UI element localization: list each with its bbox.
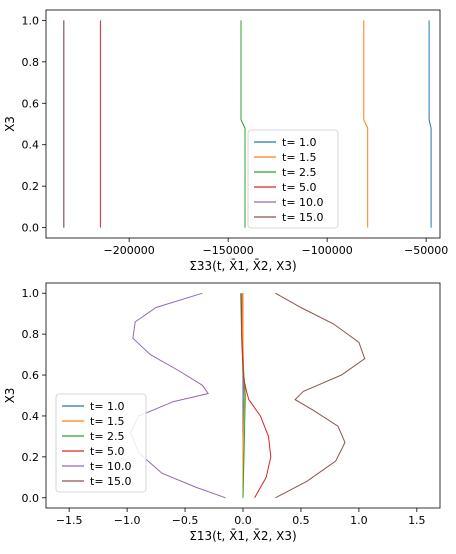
y-tick-label: 0.0 <box>22 492 40 505</box>
x-tick-label: −50000 <box>404 244 448 257</box>
x-tick-label: −0.5 <box>172 514 199 527</box>
x-tick-label: 0.0 <box>234 514 252 527</box>
legend-label: t= 5.0 <box>282 181 317 194</box>
x-tick-label: 1.5 <box>408 514 426 527</box>
x-tick-label: −1.0 <box>114 514 141 527</box>
series-line-4 <box>241 293 272 499</box>
legend-label: t= 2.5 <box>90 430 125 443</box>
legend-label: t= 15.0 <box>282 211 324 224</box>
legend-label: t= 2.5 <box>282 166 317 179</box>
series-line-5 <box>130 292 226 499</box>
x-axis-label: Σ13(t, X̄1, X̄2, X3) <box>189 529 296 543</box>
legend-label: t= 1.0 <box>90 400 125 413</box>
series-line-3 <box>240 20 246 228</box>
x-tick-label: 0.5 <box>292 514 310 527</box>
x-axis-label: Σ33(t, X̄1, X̄2, X3) <box>189 259 296 273</box>
y-tick-label: 0.8 <box>22 328 40 341</box>
legend: t= 1.0 t= 1.5 t= 2.5 t= 5.0 t= 10.0 t= 15.0 <box>55 393 147 493</box>
y-axis-label: X3 <box>3 116 17 132</box>
y-tick-label: 0.2 <box>22 451 40 464</box>
legend-label: t= 1.5 <box>90 415 125 428</box>
y-tick-label: 0.6 <box>22 369 40 382</box>
y-tick-label: 0.4 <box>22 139 40 152</box>
x-tick-label: −100000 <box>302 244 353 257</box>
legend: t= 1.0 t= 1.5 t= 2.5 t= 5.0 t= 10.0 t= 15.0 <box>247 129 339 229</box>
y-tick-label: 0.8 <box>22 56 40 69</box>
y-axis-label: X3 <box>3 388 17 404</box>
y-tick-label: 0.0 <box>22 222 40 235</box>
series-line-2 <box>363 20 369 228</box>
series-line-1 <box>428 20 432 228</box>
y-tick-label: 1.0 <box>22 287 40 300</box>
legend-label: t= 15.0 <box>90 475 132 488</box>
y-tick-label: 0.2 <box>22 180 40 193</box>
legend-box <box>55 393 147 493</box>
legend-box <box>247 129 339 229</box>
plot-frame <box>45 9 441 239</box>
series-line-2 <box>242 293 245 498</box>
legend-label: t= 1.5 <box>282 151 317 164</box>
y-tick-label: 0.6 <box>22 97 40 110</box>
y-tick-label: 1.0 <box>22 14 40 27</box>
legend-label: t= 10.0 <box>90 460 132 473</box>
legend-label: t= 10.0 <box>282 196 324 209</box>
legend-label: t= 1.0 <box>282 136 317 149</box>
x-tick-label: 1.0 <box>350 514 368 527</box>
y-tick-label: 0.4 <box>22 410 40 423</box>
series-line-6 <box>275 292 366 499</box>
x-tick-label: −200000 <box>104 244 155 257</box>
x-tick-label: −1.5 <box>56 514 83 527</box>
legend-label: t= 5.0 <box>90 445 125 458</box>
x-tick-label: −150000 <box>203 244 254 257</box>
chart-2: −1.5 −1.0 −0.5 0.0 0.5 1.0 1.5 0.0 0.2 0.4 0.6 0.8 1… <box>3 282 441 543</box>
chart-1: −200000 −150000 −100000 −50000 0.0 0.2 0.4 0.6 0… <box>3 9 448 273</box>
